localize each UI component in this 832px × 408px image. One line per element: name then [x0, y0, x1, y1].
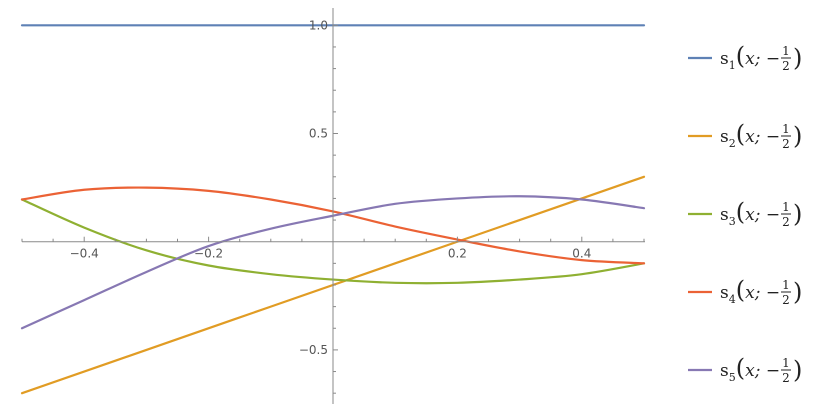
legend-subscript: 3	[729, 215, 736, 228]
legend-item-s2: s2(x; −12)	[688, 120, 802, 151]
legend-argument: x; −	[745, 361, 780, 381]
legend-item-s4: s4(x; −12)	[688, 276, 802, 307]
x-tick-label: −0.2	[194, 247, 223, 261]
legend-fraction-denominator: 2	[782, 293, 790, 307]
y-tick-label: −0.5	[299, 343, 328, 357]
legend-argument: x; −	[745, 127, 780, 147]
legend-label: s1(x; −	[720, 42, 780, 72]
legend-fraction-denominator: 2	[782, 215, 790, 229]
legend-func: s	[720, 361, 729, 381]
legend-paren-open: (	[736, 42, 745, 70]
legend-paren-open: (	[736, 354, 745, 382]
legend-label: s5(x; −	[720, 354, 780, 384]
legend-func: s	[720, 127, 729, 147]
legend-label: s4(x; −	[720, 276, 780, 306]
legend-argument: x; −	[745, 205, 780, 225]
legend-subscript: 1	[729, 59, 736, 72]
legend-fraction-numerator: 1	[782, 356, 790, 370]
legend-subscript: 5	[729, 371, 736, 384]
legend-item-s5: s5(x; −12)	[688, 354, 802, 385]
legend-item-s1: s1(x; −12)	[688, 42, 802, 73]
legend-label: s2(x; −	[720, 120, 780, 150]
chart-legend: s1(x; −12)s2(x; −12)s3(x; −12)s4(x; −12)…	[688, 42, 802, 385]
legend-argument: x; −	[745, 283, 780, 303]
chart-axes: −0.4 −0.2 0.2 0.4 1.0 0.5 −0.5	[21, 8, 645, 404]
legend-fraction-numerator: 1	[782, 44, 790, 58]
legend-paren-close: )	[793, 200, 802, 228]
legend-paren-open: (	[736, 276, 745, 304]
series-line-s5	[20, 195, 646, 330]
y-tick-label: 1.0	[309, 18, 328, 32]
legend-fraction-numerator: 1	[782, 278, 790, 292]
legend-paren-open: (	[736, 198, 745, 226]
legend-subscript: 4	[729, 293, 736, 306]
legend-func: s	[720, 49, 729, 69]
legend-label: s3(x; −	[720, 198, 780, 228]
legend-subscript: 2	[729, 137, 736, 150]
legend-fraction-numerator: 1	[782, 200, 790, 214]
legend-func: s	[720, 283, 729, 303]
legend-paren-open: (	[736, 120, 745, 148]
legend-fraction-denominator: 2	[782, 137, 790, 151]
legend-argument: x; −	[745, 49, 780, 69]
legend-paren-close: )	[793, 122, 802, 150]
legend-fraction-denominator: 2	[782, 59, 790, 73]
legend-func: s	[720, 205, 729, 225]
legend-paren-close: )	[793, 278, 802, 306]
x-tick-label: 0.4	[572, 247, 591, 261]
legend-paren-close: )	[793, 356, 802, 384]
legend-fraction-denominator: 2	[782, 371, 790, 385]
legend-item-s3: s3(x; −12)	[688, 198, 802, 229]
legend-paren-close: )	[793, 44, 802, 72]
y-tick-label: 0.5	[309, 127, 328, 141]
x-tick-label: 0.2	[448, 247, 467, 261]
legend-fraction-numerator: 1	[782, 122, 790, 136]
x-tick-label: −0.4	[70, 247, 99, 261]
